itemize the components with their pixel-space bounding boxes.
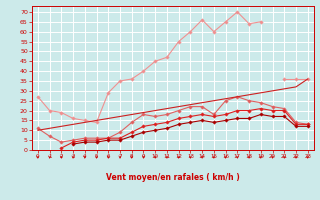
X-axis label: Vent moyen/en rafales ( km/h ): Vent moyen/en rafales ( km/h ) (106, 173, 240, 182)
